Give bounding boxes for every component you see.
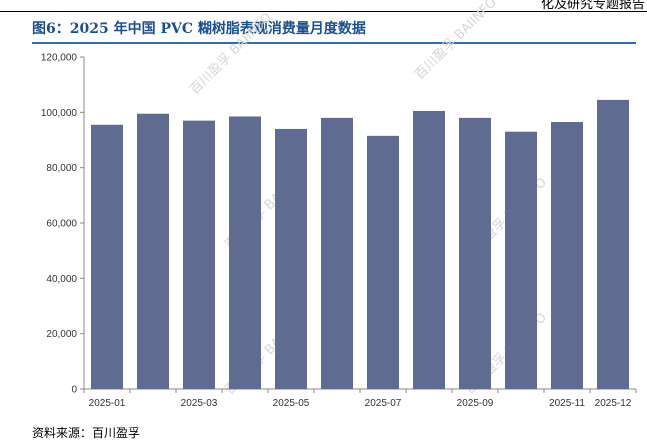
y-tick-label: 0 xyxy=(71,385,77,396)
x-tick-label: 2025-12 xyxy=(595,398,632,409)
bar-2025-02 xyxy=(137,113,169,389)
y-tick-label: 80,000 xyxy=(46,163,77,174)
bar-2025-11 xyxy=(551,122,583,390)
watermark-text: 百川盈孚 BAIINFO xyxy=(412,0,500,83)
y-tick-label: 40,000 xyxy=(46,274,77,285)
watermark-text: 百川盈孚 BAIINFO xyxy=(187,10,275,98)
bar-2025-08 xyxy=(413,110,445,389)
bar-2025-09 xyxy=(459,117,491,389)
bar-2025-06 xyxy=(321,117,353,389)
bar-2025-03 xyxy=(183,120,215,389)
source-note: 资料来源：百川盈孚 xyxy=(32,426,141,440)
y-tick-label: 20,000 xyxy=(46,329,77,340)
title-rule xyxy=(32,42,636,44)
x-tick-label: 2025-03 xyxy=(181,398,218,409)
report-header-fragment: 化及研究专题报告 xyxy=(540,0,645,12)
y-tick-label: 100,000 xyxy=(41,108,78,119)
x-tick-label: 2025-11 xyxy=(549,398,585,409)
x-tick-label: 2025-01 xyxy=(89,398,126,409)
x-tick-label: 2025-07 xyxy=(365,398,402,409)
x-tick-label: 2025-05 xyxy=(273,398,310,409)
bar-2025-07 xyxy=(367,135,399,389)
bar-2025-10 xyxy=(505,131,537,389)
bar-2025-12 xyxy=(597,99,629,389)
x-tick-label: 2025-09 xyxy=(457,398,494,409)
bar-2025-01 xyxy=(91,124,123,390)
y-tick-label: 60,000 xyxy=(46,219,77,230)
bar-2025-04 xyxy=(229,116,261,389)
header-rule xyxy=(0,11,647,12)
y-tick-label: 120,000 xyxy=(41,53,78,64)
bar-2025-05 xyxy=(275,128,307,389)
figure-title: 图6：2025 年中国 PVC 糊树脂表观消费量月度数据 xyxy=(32,21,366,37)
